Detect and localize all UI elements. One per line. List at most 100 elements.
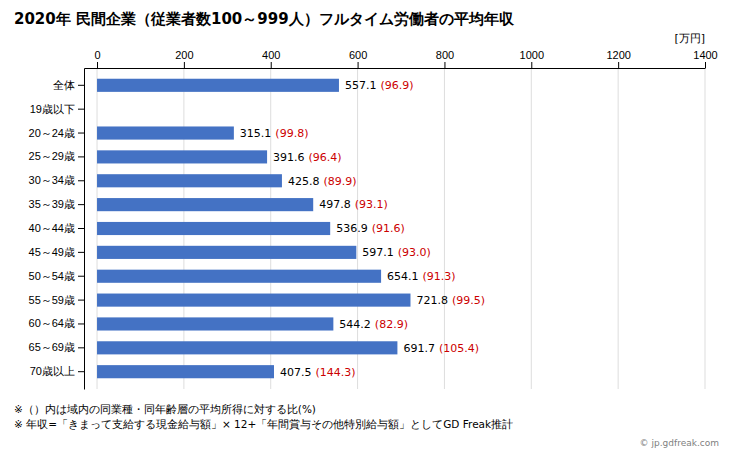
y-tick: 35～39歳: [29, 198, 84, 210]
y-tick-label: 70歳以上: [30, 365, 75, 377]
y-tick-mark: [78, 109, 84, 110]
y-tick: 50～54歳: [29, 270, 84, 282]
ratio-label: (99.8): [275, 127, 308, 140]
y-tick-label: 60～64歳: [29, 317, 75, 329]
y-tick-label: 50～54歳: [29, 270, 75, 282]
value-label: 315.1: [240, 127, 272, 140]
x-tick-mark: [271, 62, 272, 68]
y-tick: 30～34歳: [29, 174, 84, 186]
x-tick-mark: [444, 62, 445, 68]
x-tick-mark: [97, 62, 98, 68]
footnote: ※（）内は域内の同業種・同年齢層の平均所得に対する比(%): [14, 403, 316, 416]
bar: [97, 341, 397, 354]
y-tick-label: 40～44歳: [29, 222, 75, 234]
x-tick: 200: [175, 49, 193, 68]
bar: [97, 317, 333, 330]
x-tick-mark: [705, 62, 706, 68]
x-tick: 800: [436, 49, 454, 68]
y-tick-mark: [78, 156, 84, 157]
bar: [97, 150, 267, 163]
bars: [97, 79, 410, 379]
y-axis: 全体19歳以下20～24歳25～29歳30～34歳35～39歳40～44歳45～…: [29, 69, 85, 390]
grid-line: [618, 68, 619, 389]
y-tick-label: 全体: [53, 79, 75, 91]
y-tick-label: 19歳以下: [30, 103, 75, 115]
y-tick-label: 55～59歳: [29, 294, 75, 306]
y-tick-label: 45～49歳: [29, 246, 75, 258]
ratio-label: (93.0): [398, 246, 431, 259]
footnote: ※ 年収=「きまって支給する現金給与額」× 12+「年間賞与その他特別給与額」と…: [14, 418, 513, 431]
x-tick-label: 1200: [606, 49, 630, 61]
x-tick: 1000: [520, 49, 544, 68]
bar: [97, 103, 98, 116]
y-tick-mark: [78, 347, 84, 348]
labels: 557.1(96.9)315.1(99.8)391.6(96.4)425.8(8…: [240, 79, 485, 378]
x-tick-mark: [184, 62, 185, 68]
ratio-label: (91.3): [423, 270, 456, 283]
y-tick-mark: [78, 252, 84, 253]
bar: [97, 79, 339, 92]
bar: [97, 246, 356, 259]
y-tick-label: 25～29歳: [29, 150, 75, 162]
y-tick-label: 35～39歳: [29, 198, 75, 210]
x-tick-label: 1000: [520, 49, 544, 61]
y-tick-mark: [78, 180, 84, 181]
x-tick-label: 0: [94, 49, 100, 61]
ratio-label: (105.4): [439, 342, 479, 355]
y-tick-mark: [78, 276, 84, 277]
value-label: 691.7: [403, 342, 435, 355]
title: 2020年 民間企業（従業者数100～999人）フルタイム労働者の平均年収: [14, 10, 515, 28]
y-tick: 全体: [53, 79, 84, 91]
y-tick: 70歳以上: [30, 365, 84, 377]
grid-line: [705, 68, 706, 389]
ratio-label: (91.6): [372, 222, 405, 235]
x-tick-mark: [618, 62, 619, 68]
source: © jp.gdfreak.com: [640, 438, 719, 448]
ratio-label: (96.9): [380, 79, 413, 92]
y-tick: 55～59歳: [29, 294, 84, 306]
y-axis-line: [84, 69, 85, 390]
bar: [97, 365, 274, 378]
bar: [97, 198, 313, 211]
value-label: 557.1: [345, 79, 377, 92]
y-tick-mark: [78, 300, 84, 301]
x-tick: 1200: [606, 49, 630, 68]
y-tick-label: 65～69歳: [29, 341, 75, 353]
bar: [97, 294, 410, 307]
chart: 2020年 民間企業（従業者数100～999人）フルタイム労働者の平均年収 0 20…: [0, 0, 729, 451]
x-tick: 1400: [693, 49, 717, 68]
y-tick: 60～64歳: [29, 317, 84, 329]
grid-line: [531, 68, 532, 389]
grid: [97, 68, 705, 389]
x-tick-label: 800: [436, 49, 454, 61]
ratio-label: (99.5): [452, 294, 485, 307]
bar: [97, 126, 234, 139]
x-tick-label: 1400: [693, 49, 717, 61]
ratio-label: (144.3): [315, 366, 355, 379]
x-tick: 600: [349, 49, 367, 68]
x-tick-mark: [358, 62, 359, 68]
x-tick-label: 600: [349, 49, 367, 61]
value-label: 597.1: [362, 246, 394, 259]
y-tick: 40～44歳: [29, 222, 84, 234]
y-tick-mark: [78, 85, 84, 86]
x-tick-label: 400: [262, 49, 280, 61]
ratio-label: (82.9): [375, 318, 408, 331]
x-tick-mark: [531, 62, 532, 68]
value-label: 721.8: [416, 294, 448, 307]
x-axis-line: [85, 68, 706, 69]
y-tick: 25～29歳: [29, 150, 84, 162]
y-tick: 19歳以下: [30, 103, 84, 115]
x-axis-unit: [万円]: [674, 32, 705, 45]
ratio-label: (93.1): [355, 198, 388, 211]
ratio-label: (89.9): [323, 175, 356, 188]
value-label: 407.5: [280, 366, 312, 379]
bar: [97, 174, 282, 187]
y-tick-mark: [78, 371, 84, 372]
x-tick: 400: [262, 49, 280, 68]
x-axis: 0 200 400 600 800 1000 1200 1400: [85, 49, 718, 69]
bar: [97, 222, 330, 235]
y-tick: 45～49歳: [29, 246, 84, 258]
y-tick-mark: [78, 133, 84, 134]
value-label: 391.6: [273, 151, 305, 164]
